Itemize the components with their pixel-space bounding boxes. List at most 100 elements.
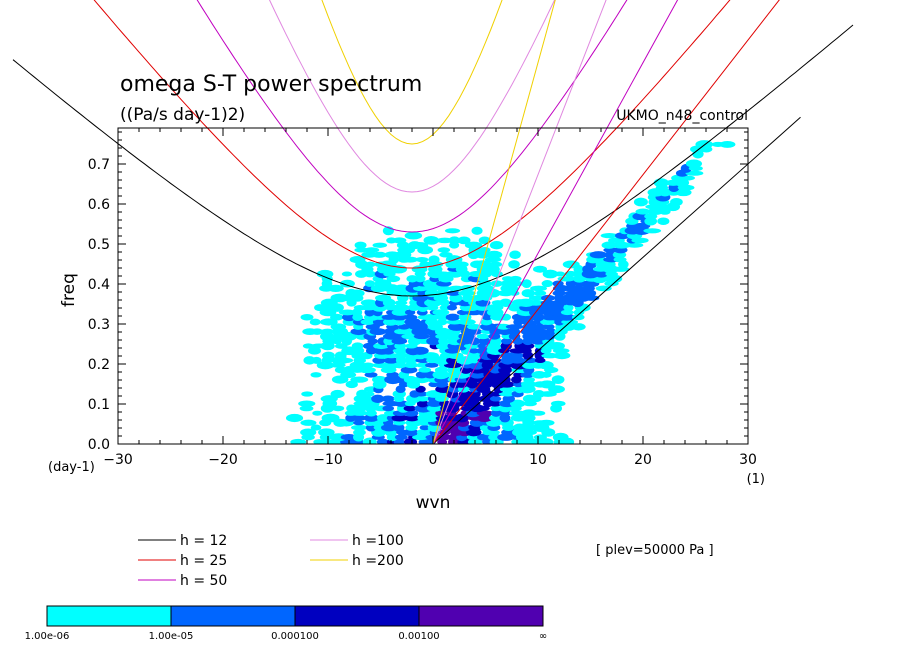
heatmap-cell [613,256,627,263]
heatmap-cell [376,438,389,444]
heatmap-cell [670,198,683,206]
legend-entry: h =200 [352,553,404,569]
heatmap-cell [541,352,559,359]
heatmap-cell [635,208,651,215]
heatmap-cell [309,318,321,326]
heatmap-cell [350,414,366,422]
heatmap-cell [506,280,524,287]
heatmap-cell [480,318,493,326]
heatmap-cell [625,242,644,248]
heatmap-cell [339,279,355,288]
heatmap-cell [361,362,375,368]
heatmap-cell [392,237,407,244]
heatmap-cell [393,318,406,326]
heatmap-cell [410,346,429,355]
heatmap-cell [488,433,502,441]
heatmap-cell [521,289,535,298]
heatmap-cell [414,275,426,283]
heatmap-cell [354,241,367,249]
heatmap-cell [542,269,558,279]
heatmap-cell [481,360,494,370]
y-tick-label: 0.1 [88,397,110,413]
heatmap-cell [509,399,526,408]
heatmap-cell [351,403,367,413]
heatmap-cell [477,433,493,441]
heatmap-cell [290,438,307,444]
heatmap-cell [391,338,408,345]
heatmap-cell [383,318,398,326]
heatmap-cell [395,385,406,393]
colorbar-label: 0.000100 [271,631,319,642]
heatmap-cell [523,376,535,383]
inertia-gravity-curve [196,0,628,233]
legend-entry: h = 25 [180,553,227,569]
kelvin-curve [432,0,607,444]
heatmap-cell [391,304,410,312]
heatmap-cell [415,385,426,393]
heatmap-cell [437,247,451,253]
heatmap-cell [327,284,344,293]
heatmap-cell [521,279,532,288]
heatmap-cell [563,303,574,312]
heatmap-cell [428,255,440,264]
heatmap-cell [285,413,304,423]
heatmap-cell [471,226,483,235]
model-label: UKMO_n48_control [616,108,748,124]
heatmap-cell [476,413,493,423]
heatmap-cell [364,372,378,378]
heatmap-cell [501,337,513,345]
heatmap-cell [415,257,429,263]
heatmap-cell [685,170,704,176]
heatmap-cell [571,314,585,321]
heatmap-cell [321,413,340,423]
heatmap-cell [553,352,571,360]
heatmap-cell [560,309,574,316]
heatmap-cell [432,309,450,316]
heatmap-cell [521,429,537,436]
heatmap-cell [425,362,439,368]
heatmap-cell [438,337,449,345]
colorbar-swatch [46,605,172,627]
heatmap-cell [571,323,586,331]
heatmap-cell [467,352,483,359]
heatmap-cell [301,391,314,397]
heatmap-cell [560,322,576,331]
heatmap-cell [360,391,375,397]
heatmap-cell [434,271,452,277]
heatmap-cell [486,250,503,259]
heatmap-cell [351,342,364,350]
heatmap-cell [423,236,439,245]
heatmap-cell [719,140,736,148]
heatmap-cell [404,231,423,240]
colorbar: 1.00e-06 1.00e-05 0.000100 0.00100 ∞ [25,605,547,642]
heatmap-cell [488,261,503,268]
heatmap-cell [310,372,322,378]
heatmap-cell [393,400,409,407]
heatmap-cell [537,361,554,370]
heatmap-cell [589,251,608,259]
heatmap-cell [695,140,713,149]
heatmap-cell [529,324,548,330]
heatmap-cell [659,208,671,215]
heatmap-cell [528,295,545,301]
kelvin-curve [432,0,679,444]
heatmap-cell [476,333,490,340]
heatmap-cell [392,420,406,426]
heatmap-cell [363,342,378,350]
heatmap-cell [422,352,439,360]
heatmap-cell [312,410,323,416]
kelvin-curve [432,0,556,444]
heatmap-cell [351,308,363,317]
heatmap-cell [369,328,387,336]
heatmap-cell [509,275,522,282]
heatmap-cell [633,197,648,207]
heatmap-cell [439,252,453,258]
heatmap-cell [531,328,548,335]
heatmap-cell [444,228,461,234]
heatmap-cell [468,348,479,354]
heatmap-cell [490,280,503,287]
legend-entry: h =100 [352,533,404,549]
heatmap-cell [382,405,395,412]
y-tick-label: 0.6 [88,197,110,213]
